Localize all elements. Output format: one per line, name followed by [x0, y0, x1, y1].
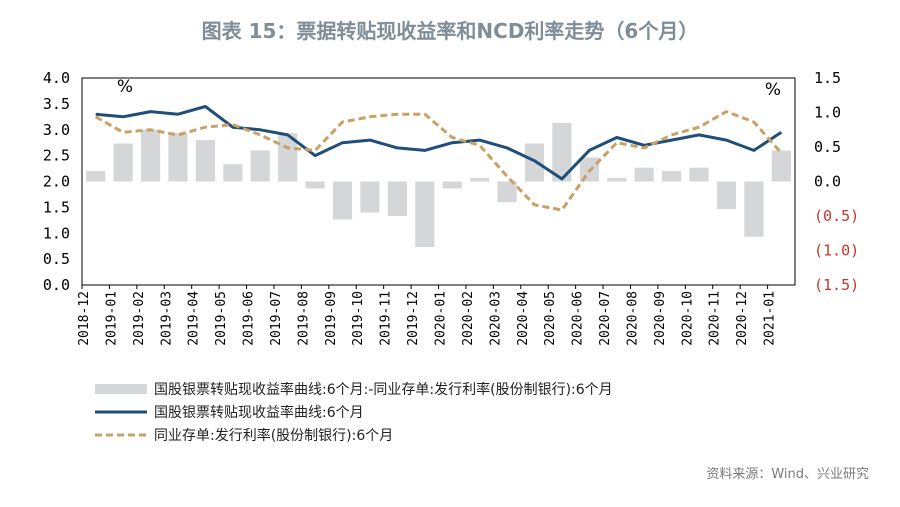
x-tick-label: 2020-01: [434, 291, 449, 346]
source-note: 资料来源：Wind、兴业研究: [706, 467, 869, 482]
x-tick-label: 2020-06: [571, 291, 586, 346]
x-tick-label: 2020-12: [735, 291, 750, 346]
spread-bar: [634, 167, 654, 182]
spread-bar: [305, 181, 325, 189]
x-tick-label: 2018-12: [77, 291, 92, 346]
spread-bar: [689, 167, 709, 182]
chart-title: 图表 15：票据转贴现收益率和NCD利率走势（6个月）: [202, 19, 699, 43]
legend: 国股银票转贴现收益率曲线:6个月:-同业存单:发行利率(股份制银行):6个月国股…: [95, 381, 613, 444]
legend-swatch-bar: [95, 384, 147, 394]
left-tick-label: 2.5: [43, 147, 70, 165]
x-tick-label: 2020-04: [516, 291, 531, 346]
spread-bar: [332, 181, 353, 220]
spread-bar: [470, 178, 490, 182]
spread-bar: [86, 171, 106, 182]
x-tick-label: 2020-05: [543, 291, 558, 346]
x-tick-label: 2019-04: [187, 291, 202, 346]
x-tick-label: 2019-03: [159, 291, 174, 346]
spread-bar: [140, 129, 161, 182]
x-tick-label: 2020-09: [653, 291, 668, 346]
x-tick-label: 2019-05: [214, 291, 229, 346]
x-tick-label: 2019-01: [104, 291, 119, 346]
left-tick-label: 0.0: [43, 276, 70, 294]
legend-label: 国股银票转贴现收益率曲线:6个月:-同业存单:发行利率(股份制银行):6个月: [154, 381, 613, 398]
spread-bar: [387, 181, 407, 216]
spread-bar: [771, 150, 791, 182]
spread-bar: [278, 133, 298, 182]
x-tick-label: 2019-08: [296, 291, 311, 346]
spread-bar: [113, 143, 133, 182]
x-tick-label: 2019-02: [132, 291, 147, 346]
x-tick-label: 2020-07: [598, 291, 613, 346]
x-tick-label: 2020-08: [625, 291, 640, 346]
x-tick-label: 2019-09: [324, 291, 339, 346]
left-tick-label: 2.0: [43, 173, 70, 191]
x-tick-label: 2019-07: [269, 291, 284, 346]
series-lines: [94, 105, 783, 212]
right-tick-label: 1.5: [814, 69, 841, 87]
spread-bars: [86, 122, 791, 248]
ncd-rate-line: [94, 110, 783, 212]
right-tick-label: 0.0: [814, 173, 841, 191]
right-unit-label: %: [765, 80, 781, 100]
left-tick-label: 3.0: [43, 121, 70, 139]
x-tick-label: 2020-11: [708, 291, 723, 346]
spread-bar: [360, 181, 380, 213]
left-unit-label: %: [117, 77, 133, 97]
spread-bar: [744, 181, 764, 237]
spread-bar: [497, 181, 517, 203]
right-tick-label: (1.0): [814, 242, 859, 260]
spread-bar: [168, 133, 188, 182]
legend-label: 同业存单:发行利率(股份制银行):6个月: [154, 427, 393, 444]
spread-bar: [415, 181, 435, 248]
spread-bar: [552, 122, 572, 182]
x-axis: 2018-12 2019-01 2019-02 2019-03 2019-04 2019-…: [77, 285, 778, 346]
left-tick-label: 4.0: [43, 69, 70, 87]
spread-bar: [223, 164, 243, 182]
plot-frame: [81, 77, 796, 286]
x-tick-label: 2019-06: [242, 291, 257, 346]
right-tick-label: (0.5): [814, 207, 859, 225]
left-tick-label: 1.5: [43, 198, 70, 216]
right-tick-label: 1.0: [814, 104, 841, 122]
spread-bar: [661, 171, 682, 182]
bill-yield-line: [95, 105, 783, 181]
right-tick-label: (1.5): [814, 276, 859, 294]
spread-bar: [716, 181, 737, 210]
x-tick-label: 2021-01: [763, 291, 778, 346]
x-tick-label: 2020-03: [488, 291, 503, 346]
x-tick-label: 2019-12: [406, 291, 421, 346]
spread-bar: [607, 178, 627, 182]
left-axis: 4.0 3.5 3.0 2.5 2.0 1.5 1.0 0.5 0.0: [43, 69, 70, 294]
left-tick-label: 0.5: [43, 250, 70, 268]
right-axis: 1.5 1.0 0.5 0.0 (0.5) (1.0) (1.5): [814, 69, 859, 294]
spread-bar: [250, 150, 270, 182]
x-tick-label: 2020-02: [461, 291, 476, 346]
left-tick-label: 1.0: [43, 224, 70, 242]
spread-bar: [195, 140, 216, 182]
right-tick-label: 0.5: [814, 138, 841, 156]
x-tick-label: 2019-10: [351, 291, 366, 346]
spread-bar: [442, 181, 462, 189]
x-tick-label: 2020-10: [680, 291, 695, 346]
x-tick-label: 2019-11: [379, 291, 394, 346]
left-tick-label: 3.5: [43, 95, 70, 113]
legend-label: 国股银票转贴现收益率曲线:6个月: [154, 404, 364, 421]
